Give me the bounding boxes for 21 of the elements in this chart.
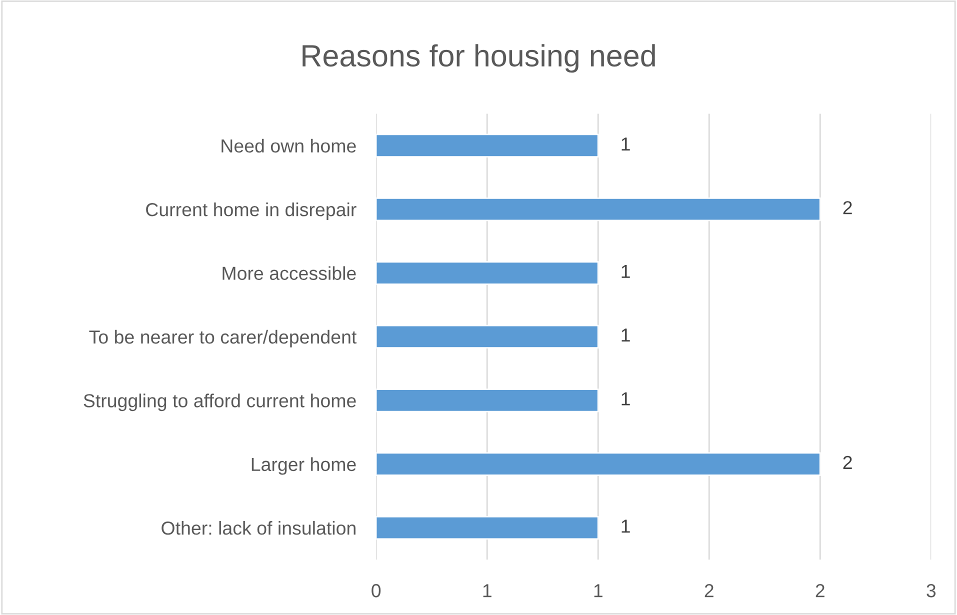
data-label: 1 xyxy=(622,392,630,406)
data-label: 2 xyxy=(843,456,852,469)
x-tick-label: 3 xyxy=(926,584,936,598)
data-label: 1 xyxy=(622,264,630,278)
y-tick-label: Struggling to afford current home xyxy=(84,394,356,412)
x-tick-label: 2 xyxy=(816,584,824,598)
data-label: 1 xyxy=(622,138,630,150)
x-tick-label: 1 xyxy=(594,584,602,598)
y-tick-label: To be nearer to carer/dependent xyxy=(89,330,357,348)
y-tick-label: Current home in disrepair xyxy=(146,202,356,220)
y-tick-label: Other: lack of insulation xyxy=(162,521,356,535)
x-tick-label: 1 xyxy=(483,584,492,598)
x-tick-label: 2 xyxy=(704,584,714,598)
chart-title: Reasons for housing need xyxy=(302,44,655,73)
data-label: 2 xyxy=(843,201,852,214)
y-tick-label: Larger home xyxy=(252,457,356,475)
x-tick-label: 0 xyxy=(372,584,381,598)
y-tick-label: Need own home xyxy=(222,138,356,153)
data-label: 1 xyxy=(622,328,630,342)
data-label: 1 xyxy=(622,520,630,533)
y-tick-label: More accessible xyxy=(222,266,356,280)
